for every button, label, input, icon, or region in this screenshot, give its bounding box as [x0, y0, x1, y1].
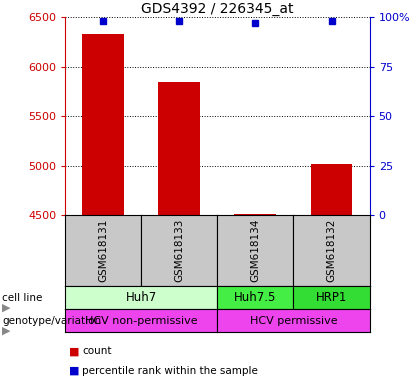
Text: genotype/variation: genotype/variation — [2, 316, 101, 326]
Text: GSM618134: GSM618134 — [250, 219, 260, 282]
Text: ▶: ▶ — [2, 302, 10, 312]
Text: Huh7: Huh7 — [126, 291, 157, 304]
Bar — [82, 34, 124, 215]
Text: HCV permissive: HCV permissive — [249, 316, 337, 326]
Text: GSM618133: GSM618133 — [174, 219, 184, 282]
Text: percentile rank within the sample: percentile rank within the sample — [82, 366, 258, 376]
Text: HRP1: HRP1 — [316, 291, 347, 304]
Text: ■: ■ — [69, 346, 80, 356]
Text: ▶: ▶ — [2, 325, 10, 335]
Bar — [234, 214, 276, 215]
Text: cell line: cell line — [2, 293, 42, 303]
Text: GSM618132: GSM618132 — [326, 219, 336, 282]
Bar — [158, 81, 200, 215]
Text: ■: ■ — [69, 366, 80, 376]
Text: Huh7.5: Huh7.5 — [234, 291, 277, 304]
Text: count: count — [82, 346, 111, 356]
Text: GSM618131: GSM618131 — [98, 219, 108, 282]
Text: HCV non-permissive: HCV non-permissive — [85, 316, 197, 326]
Bar — [311, 164, 352, 215]
Title: GDS4392 / 226345_at: GDS4392 / 226345_at — [141, 2, 294, 16]
